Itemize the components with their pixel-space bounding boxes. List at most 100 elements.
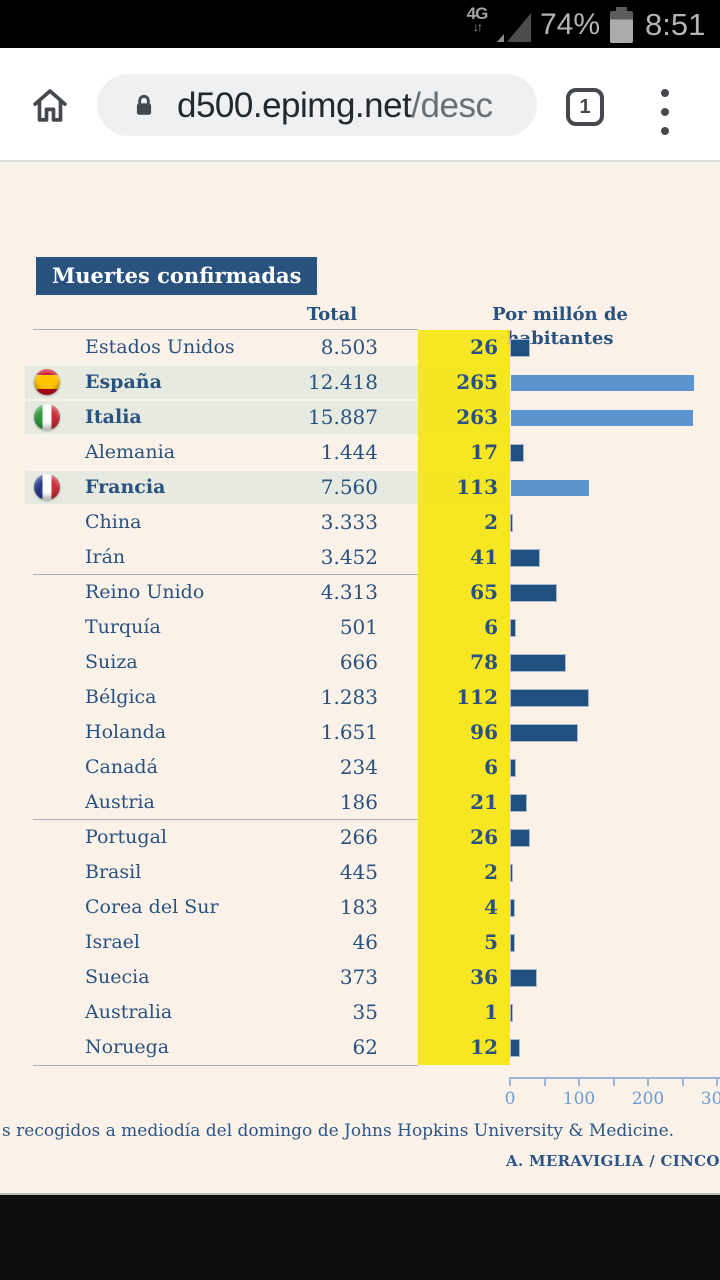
table-row: Alemania 1.444 17	[0, 435, 720, 470]
per-million-value: 265	[456, 370, 498, 394]
total-deaths-value: 1.444	[320, 440, 378, 464]
menu-dot	[661, 127, 669, 135]
status-bar: 4G ↓↑ 74% 8:51	[0, 0, 720, 48]
table-row: Australia 35 1	[0, 995, 720, 1030]
per-million-highlight-column	[418, 330, 510, 1065]
country-name: Portugal	[85, 826, 167, 848]
country-name: Alemania	[85, 441, 176, 463]
total-deaths-value: 8.503	[320, 335, 378, 359]
per-million-bar	[511, 409, 693, 426]
country-name: España	[85, 371, 162, 393]
browser-toolbar: d500.epimg.net/desc 1	[0, 48, 720, 162]
tab-count: 1	[579, 96, 591, 118]
total-deaths-value: 46	[352, 930, 378, 954]
x-axis-tick	[509, 1077, 511, 1086]
x-axis-tick-label: 100	[562, 1089, 596, 1109]
country-name: Irán	[85, 546, 126, 568]
per-million-value: 6	[484, 615, 498, 639]
url-bar[interactable]: d500.epimg.net/desc	[97, 74, 537, 136]
per-million-bar	[511, 759, 516, 776]
x-axis-tick	[647, 1077, 649, 1086]
x-axis-tick	[578, 1077, 580, 1086]
per-million-value: 21	[470, 790, 498, 814]
per-million-bar	[511, 1004, 513, 1021]
mobile-network-icon: 4G ↓↑	[462, 5, 492, 33]
column-header-total: Total	[306, 304, 358, 325]
country-name: Canadá	[85, 756, 158, 778]
table-row: China 3.333 2	[0, 505, 720, 540]
total-deaths-value: 1.283	[320, 685, 378, 709]
lock-icon	[136, 94, 152, 115]
home-button[interactable]	[29, 84, 71, 126]
overflow-menu-button[interactable]	[655, 89, 675, 135]
x-axis-tick-label: 0	[504, 1089, 516, 1109]
per-million-value: 41	[470, 545, 498, 569]
per-million-bar	[511, 444, 523, 461]
total-deaths-value: 1.651	[320, 720, 378, 744]
country-name: Holanda	[85, 721, 167, 743]
per-million-bar	[511, 829, 529, 846]
country-name: Corea del Sur	[85, 896, 219, 918]
country-name: Suecia	[85, 966, 150, 988]
battery-icon	[610, 7, 633, 44]
author-credit: A. MERAVIGLIA / CINCO DÍAS	[506, 1152, 720, 1170]
tab-switcher-button[interactable]: 1	[566, 88, 604, 126]
x-axis-tick-label: 200	[631, 1089, 665, 1109]
country-name: China	[85, 511, 142, 533]
url-path: /desc	[411, 86, 493, 125]
header-divider	[33, 329, 418, 330]
table-row: Estados Unidos 8.503 26	[0, 330, 720, 365]
per-million-bar	[511, 479, 589, 496]
per-million-bar	[511, 689, 589, 706]
total-deaths-value: 186	[339, 790, 378, 814]
per-million-value: 1	[484, 1000, 498, 1024]
per-million-value: 4	[484, 895, 498, 919]
android-nav-bar	[0, 1193, 720, 1280]
country-name: Israel	[85, 931, 140, 953]
per-million-value: 65	[470, 580, 498, 604]
country-name: Australia	[85, 1001, 173, 1023]
menu-dot	[661, 89, 669, 97]
per-million-value: 17	[470, 440, 498, 464]
per-million-bar	[511, 654, 565, 671]
country-name: Noruega	[85, 1036, 170, 1058]
per-million-bar	[511, 794, 526, 811]
x-axis: 0 100 200 300	[0, 1077, 720, 1123]
per-million-bar	[511, 1039, 520, 1056]
table-row: Francia 7.560 113	[0, 470, 720, 505]
total-deaths-value: 234	[339, 755, 378, 779]
table-row: Turquía 501 6	[0, 610, 720, 645]
table-bottom-divider	[33, 1065, 418, 1066]
country-table: Estados Unidos 8.503 26 España 12.418 26…	[0, 330, 720, 1065]
per-million-bar	[511, 864, 513, 881]
country-name: Austria	[85, 791, 155, 813]
country-name: Francia	[85, 476, 166, 498]
signal-filled-part	[497, 34, 504, 42]
per-million-bar	[511, 584, 556, 601]
per-million-value: 2	[484, 860, 498, 884]
per-million-value: 6	[484, 755, 498, 779]
table-row: Bélgica 1.283 112	[0, 680, 720, 715]
status-clock: 8:51	[645, 7, 706, 42]
total-deaths-value: 15.887	[308, 405, 378, 429]
total-deaths-value: 7.560	[320, 475, 378, 499]
per-million-value: 2	[484, 510, 498, 534]
country-flag-icon	[34, 404, 60, 430]
table-row: Austria 186 21	[0, 785, 720, 820]
per-million-value: 26	[470, 825, 498, 849]
per-million-bar	[511, 619, 516, 636]
country-name: Bélgica	[85, 686, 157, 708]
table-row: Suecia 373 36	[0, 960, 720, 995]
table-row: Corea del Sur 183 4	[0, 890, 720, 925]
url-fade-overlay	[491, 74, 537, 136]
per-million-bar	[511, 724, 578, 741]
data-transfer-arrows-icon: ↓↑	[473, 20, 483, 34]
per-million-bar	[511, 339, 529, 356]
table-row: Holanda 1.651 96	[0, 715, 720, 750]
per-million-bar	[511, 969, 536, 986]
total-deaths-value: 4.313	[320, 580, 378, 604]
signal-empty-part	[507, 13, 531, 42]
source-note: s recogidos a mediodía del domingo de Jo…	[2, 1121, 675, 1141]
per-million-value: 78	[470, 650, 498, 674]
